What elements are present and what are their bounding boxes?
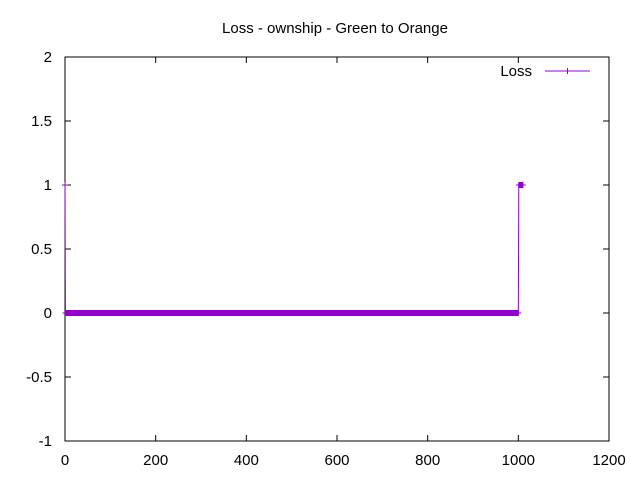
x-tick-label: 800 bbox=[415, 452, 440, 469]
x-tick-label: 200 bbox=[143, 452, 168, 469]
legend-label: Loss bbox=[500, 63, 532, 80]
y-tick-label: 1.5 bbox=[31, 113, 52, 130]
x-tick-label: 0 bbox=[61, 452, 69, 469]
x-axis-ticks: 0 200 400 600 800 1000 1200 bbox=[61, 57, 626, 469]
chart-title: Loss - ownship - Green to Orange bbox=[222, 20, 448, 37]
series-line-loss bbox=[64, 184, 523, 314]
data-point bbox=[62, 182, 68, 188]
y-tick-label: 1 bbox=[44, 177, 52, 194]
data-point bbox=[519, 182, 526, 188]
legend-marker bbox=[564, 68, 571, 74]
y-tick-label: 0 bbox=[44, 305, 52, 322]
y-tick-label: -1 bbox=[39, 433, 52, 450]
y-tick-label: 0.5 bbox=[31, 241, 52, 258]
y-axis-ticks: -1 -0.5 0 0.5 1 1.5 2 bbox=[26, 49, 609, 450]
plot-frame bbox=[64, 56, 610, 442]
legend: Loss bbox=[500, 63, 590, 80]
data-point bbox=[515, 310, 522, 316]
series-layer bbox=[62, 182, 526, 316]
x-tick-label: 400 bbox=[234, 452, 259, 469]
x-tick-label: 1000 bbox=[502, 452, 535, 469]
x-tick-label: 1200 bbox=[592, 452, 625, 469]
series-markers-loss bbox=[62, 182, 526, 316]
y-tick-label: 2 bbox=[44, 49, 52, 66]
x-tick-label: 600 bbox=[324, 452, 349, 469]
legend-plus-marker bbox=[564, 68, 571, 74]
y-tick-label: -0.5 bbox=[26, 369, 52, 386]
